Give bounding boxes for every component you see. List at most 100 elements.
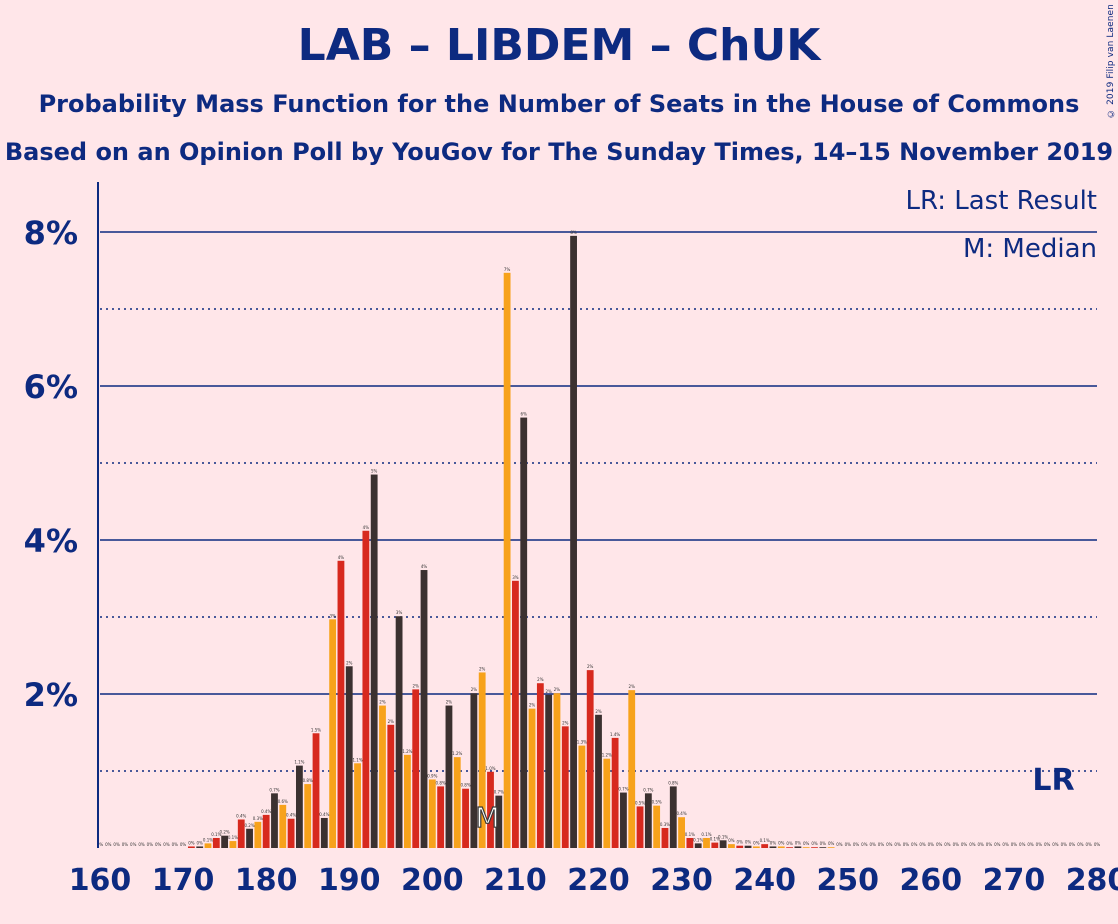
bar-seat-190: [345, 666, 353, 848]
legend-median: M: Median: [963, 234, 1097, 264]
bar-seat-209: [503, 272, 511, 848]
data-label-seat-210: 3%: [512, 575, 519, 580]
x-tick-label-260: 260: [900, 863, 963, 898]
bar-seat-173: [204, 843, 212, 848]
data-label-seat-213: 2%: [537, 677, 544, 682]
x-tick-label-220: 220: [567, 863, 630, 898]
data-label-seat-252: 0%: [861, 842, 868, 847]
bar-seat-210: [512, 580, 519, 848]
x-tick-label-180: 180: [235, 863, 298, 898]
data-label-seat-185: 0.8%: [303, 778, 313, 783]
bar-seat-185: [304, 784, 312, 848]
bar-seat-178: [246, 828, 253, 848]
data-label-seat-188: 3%: [329, 613, 336, 618]
data-label-seat-269: 0%: [1002, 842, 1009, 847]
data-label-seat-205: 2%: [471, 687, 478, 692]
chart-subtitle: Probability Mass Function for the Number…: [38, 90, 1080, 118]
data-label-seat-242: 0%: [778, 840, 785, 845]
bar-seat-207: [487, 771, 494, 848]
bar-seat-223: [620, 792, 627, 848]
data-label-seat-200: 0.9%: [427, 773, 437, 778]
data-label-seat-176: 0.1%: [228, 835, 238, 840]
data-label-seat-165: 0%: [138, 842, 145, 847]
x-axis-tick-labels: 160 170 180 190 200 210 220 230 240 250 260 270 280: [69, 863, 1118, 898]
bar-seat-243: [786, 847, 793, 848]
data-label-seat-230: 0.4%: [676, 811, 686, 816]
y-tick-label-6: 6%: [24, 368, 78, 406]
data-label-seat-216: 2%: [562, 720, 569, 725]
data-label-seat-208: 0.7%: [494, 790, 504, 795]
data-label-seat-237: 0%: [737, 840, 744, 845]
data-label-seat-211: 6%: [521, 412, 528, 417]
bar-seat-217: [570, 235, 577, 849]
bar-seat-199: [420, 570, 428, 848]
data-label-seat-192: 4%: [363, 525, 370, 530]
bar-seat-182: [279, 804, 287, 848]
data-label-seat-207: 1.0%: [485, 766, 495, 771]
bar-seat-232: [694, 843, 702, 848]
data-label-seat-177: 0.4%: [236, 814, 246, 819]
data-label-seat-222: 1.4%: [610, 732, 620, 737]
data-label-seat-225: 0.5%: [635, 800, 645, 805]
data-label-seat-272: 0%: [1027, 842, 1034, 847]
data-label-seat-187: 0.4%: [319, 812, 329, 817]
bar-seat-186: [312, 733, 320, 848]
data-label-seat-164: 0%: [130, 842, 137, 847]
data-label-seat-238: 0%: [745, 840, 752, 845]
bar-seat-176: [229, 841, 237, 848]
bar-seat-245: [802, 847, 810, 848]
bar-seat-216: [561, 726, 569, 848]
data-label-seat-212: 2%: [529, 703, 536, 708]
data-label-seat-172: 0%: [197, 840, 204, 845]
bar-seat-248: [827, 847, 835, 848]
data-label-seat-227: 0.5%: [652, 800, 662, 805]
data-label-seat-201: 0.8%: [436, 780, 446, 785]
bar-seat-172: [196, 846, 204, 848]
data-label-seat-226: 0.7%: [643, 787, 653, 792]
bar-seat-229: [669, 786, 677, 848]
data-label-seat-243: 0%: [786, 841, 793, 846]
data-label-seat-178: 0.2%: [244, 823, 254, 828]
data-label-seat-199: 4%: [421, 564, 428, 569]
bar-seat-202: [445, 705, 453, 848]
data-label-seat-214: 2%: [545, 689, 552, 694]
data-label-seat-219: 2%: [587, 664, 594, 669]
data-label-seat-202: 2%: [446, 700, 453, 705]
data-label-seat-246: 0%: [811, 841, 818, 846]
bar-seat-221: [603, 758, 611, 848]
bar-seat-219: [586, 670, 594, 848]
last-result-marker: LR: [1032, 763, 1074, 798]
data-label-seat-194: 2%: [379, 700, 386, 705]
x-tick-label-270: 270: [983, 863, 1046, 898]
bar-seat-235: [719, 840, 727, 848]
data-label-seat-204: 0.8%: [460, 783, 470, 788]
bar-seat-230: [678, 817, 685, 848]
data-label-seat-168: 0%: [163, 842, 170, 847]
bar-seat-193: [370, 474, 378, 848]
x-tick-label-240: 240: [733, 863, 796, 898]
bar-seat-228: [661, 827, 669, 848]
x-tick-label-190: 190: [318, 863, 381, 898]
data-label-seat-274: 0%: [1044, 842, 1051, 847]
chart-title: LAB – LIBDEM – ChUK: [297, 20, 821, 71]
data-label-seat-259: 0%: [919, 842, 926, 847]
data-label-seat-256: 0%: [894, 842, 901, 847]
data-label-seat-275: 0%: [1052, 842, 1059, 847]
bar-seat-194: [379, 705, 386, 848]
data-label-seat-173: 0.1%: [203, 837, 213, 842]
bar-seat-189: [337, 560, 345, 848]
data-labels: 0% 0% 0% 0% 0% 0% 0% 0% 0% 0% 0% 0% 0%0.1%0.1%0.2%0.…: [97, 230, 1101, 847]
data-label-seat-181: 0.7%: [269, 787, 279, 792]
bar-seat-246: [811, 847, 818, 848]
bar-seat-231: [686, 837, 694, 848]
data-label-seat-228: 0.3%: [660, 822, 670, 827]
bar-seat-237: [736, 845, 744, 848]
data-label-seat-279: 0%: [1086, 842, 1093, 847]
data-label-seat-223: 0.7%: [618, 787, 628, 792]
data-label-seat-174: 0.1%: [211, 832, 221, 837]
data-label-seat-257: 0%: [903, 842, 910, 847]
data-label-seat-193: 5%: [371, 469, 378, 474]
data-label-seat-264: 0%: [961, 842, 968, 847]
data-label-seat-235: 0.1%: [718, 834, 728, 839]
bar-seat-179: [254, 821, 262, 848]
